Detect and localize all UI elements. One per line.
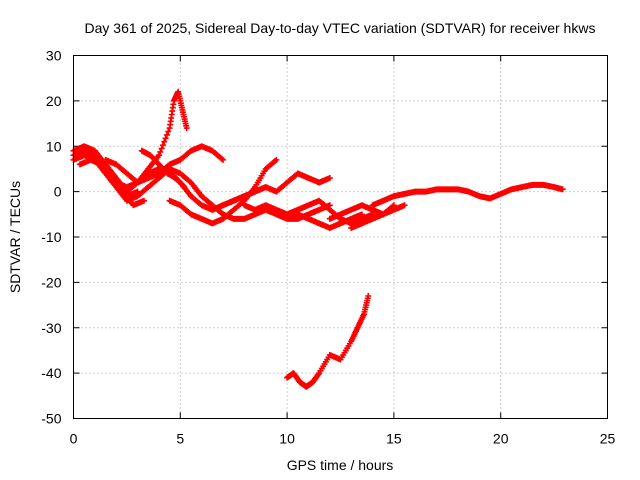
data-point <box>158 145 165 152</box>
data-point <box>183 125 190 132</box>
y-tick-label: 10 <box>46 138 62 154</box>
y-tick-label: -20 <box>41 274 61 290</box>
x-tick-label: 5 <box>176 431 184 447</box>
data-point <box>315 371 322 378</box>
x-tick-label: 0 <box>70 431 78 447</box>
y-tick-label: -30 <box>41 320 61 336</box>
data-point <box>165 128 172 135</box>
series-track-n <box>348 202 408 231</box>
data-point <box>220 156 227 163</box>
data-point <box>163 131 170 138</box>
y-tick-label: -10 <box>41 229 61 245</box>
y-tick-label: 30 <box>46 48 62 64</box>
plot-frame <box>73 55 608 419</box>
y-tick-label: 0 <box>54 184 62 200</box>
x-tick-label: 15 <box>386 431 402 447</box>
data-point <box>155 152 162 159</box>
data-point <box>365 292 372 299</box>
data-point <box>559 186 566 193</box>
y-tick-label: -50 <box>41 411 61 427</box>
data-points-layer <box>70 88 566 390</box>
series-track-o <box>369 181 566 209</box>
x-tick-label: 10 <box>279 431 295 447</box>
data-point <box>140 197 147 204</box>
data-point <box>161 138 168 145</box>
x-axis-label: GPS time / hours <box>287 457 394 473</box>
data-point <box>159 142 166 149</box>
data-point <box>134 188 141 195</box>
data-point <box>326 175 333 182</box>
data-point <box>401 202 408 209</box>
chart-title: Day 361 of 2025, Sidereal Day-to-day VTE… <box>85 20 596 36</box>
y-tick-label: -40 <box>41 365 61 381</box>
data-point <box>157 148 164 155</box>
y-axis-label: SDTVAR / TECUs <box>7 181 23 293</box>
x-tick-label: 20 <box>493 431 509 447</box>
data-point <box>162 135 169 142</box>
data-point <box>273 156 280 163</box>
series-track-p <box>284 292 372 390</box>
x-tick-label: 25 <box>600 431 616 447</box>
series-track-j <box>209 170 333 213</box>
y-tick-label: 20 <box>46 93 62 109</box>
